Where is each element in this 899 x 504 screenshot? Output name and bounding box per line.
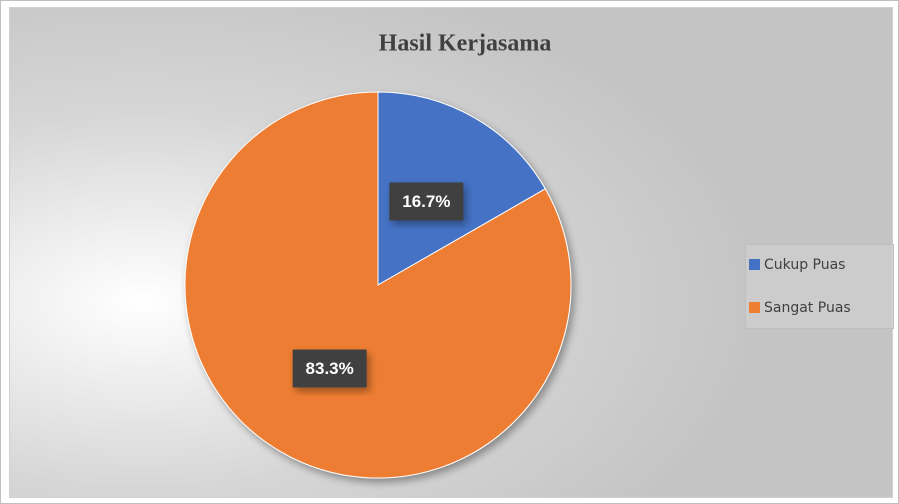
legend-swatch: [749, 302, 760, 313]
chart-title: Hasil Kerjasama: [379, 31, 552, 57]
pie-slice: [184, 91, 572, 479]
data-label: 16.7%: [402, 192, 450, 211]
data-label-box: [389, 182, 464, 221]
pie: [184, 91, 572, 479]
legend-swatch: [749, 259, 760, 270]
legend-label: Cukup Puas: [764, 257, 845, 273]
data-label-box: [292, 349, 367, 388]
legend-box: [745, 244, 894, 329]
legend-label: Sangat Puas: [764, 300, 851, 316]
data-label: 83.3%: [306, 359, 354, 378]
